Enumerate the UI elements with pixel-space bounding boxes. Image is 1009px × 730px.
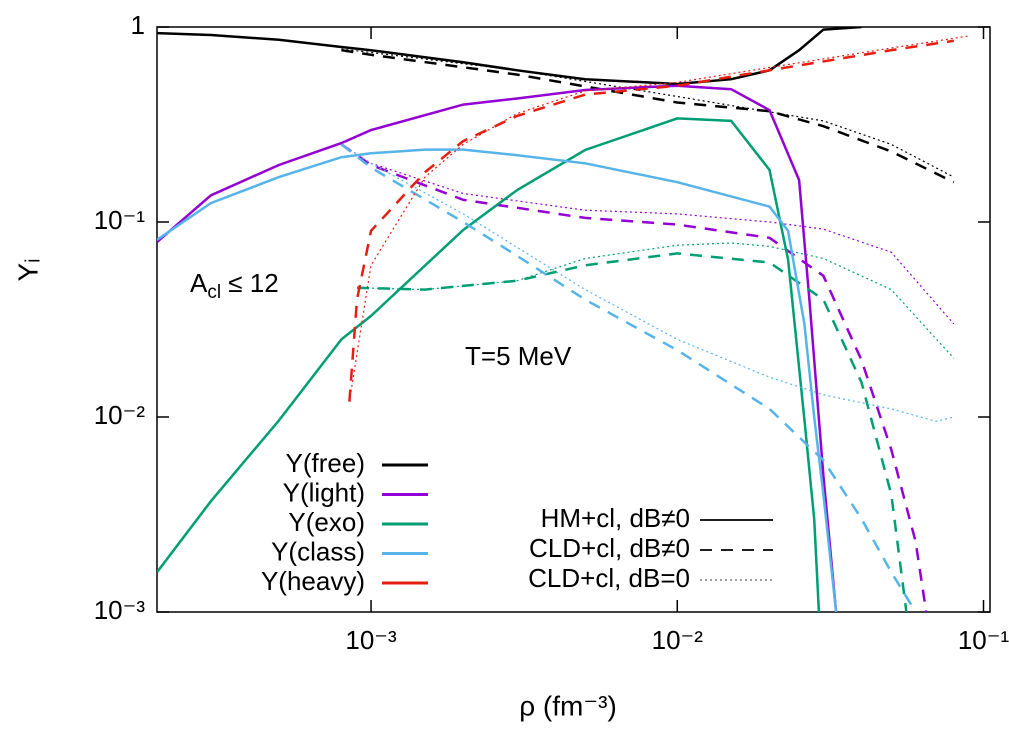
x-tick-label: 10⁻² xyxy=(652,625,704,655)
annotation-text: T=5 MeV xyxy=(465,341,572,371)
series-line xyxy=(348,39,954,402)
annotation-subscript: cl xyxy=(207,282,221,303)
y-tick-label: 1 xyxy=(131,10,145,40)
legend-label: Y(exo) xyxy=(288,507,365,537)
legend-label: CLD+cl, dB≠0 xyxy=(529,533,690,563)
y-tick-label: 10⁻¹ xyxy=(94,205,146,235)
legend-label: Y(light) xyxy=(283,477,365,507)
series-line xyxy=(341,143,955,325)
series-line xyxy=(157,84,838,612)
x-tick-label: 10⁻³ xyxy=(345,625,397,655)
series-line xyxy=(340,143,928,612)
series-line xyxy=(348,35,970,402)
series-line xyxy=(157,27,862,86)
legend-label: CLD+cl, dB=0 xyxy=(528,563,690,593)
series-line xyxy=(341,143,954,422)
series-line xyxy=(157,148,838,612)
legend-label: Y(heavy) xyxy=(261,566,365,596)
series-line xyxy=(157,117,821,612)
legend-label: Y(class) xyxy=(271,536,365,566)
series-line xyxy=(356,252,908,612)
series-line xyxy=(341,48,955,184)
series-line xyxy=(356,242,955,359)
annotation: T=5 MeV xyxy=(465,341,572,371)
plot-frame xyxy=(156,26,991,613)
x-tick-label: 10⁻¹ xyxy=(958,625,1009,655)
legend-label: HM+cl, dB≠0 xyxy=(541,503,690,533)
legend-label: Y(free) xyxy=(286,448,365,478)
x-axis-label: ρ (fm⁻³) xyxy=(519,690,617,721)
annotation: Acl ≤ 12 xyxy=(190,268,279,303)
y-tick-label: 10⁻³ xyxy=(94,595,146,625)
annotation-text: ≤ 12 xyxy=(221,268,279,298)
annotation-text: A xyxy=(190,268,208,298)
y-axis-label: Yᵢ xyxy=(12,258,43,281)
series-line xyxy=(340,143,917,612)
y-tick-label: 10⁻² xyxy=(94,400,146,430)
